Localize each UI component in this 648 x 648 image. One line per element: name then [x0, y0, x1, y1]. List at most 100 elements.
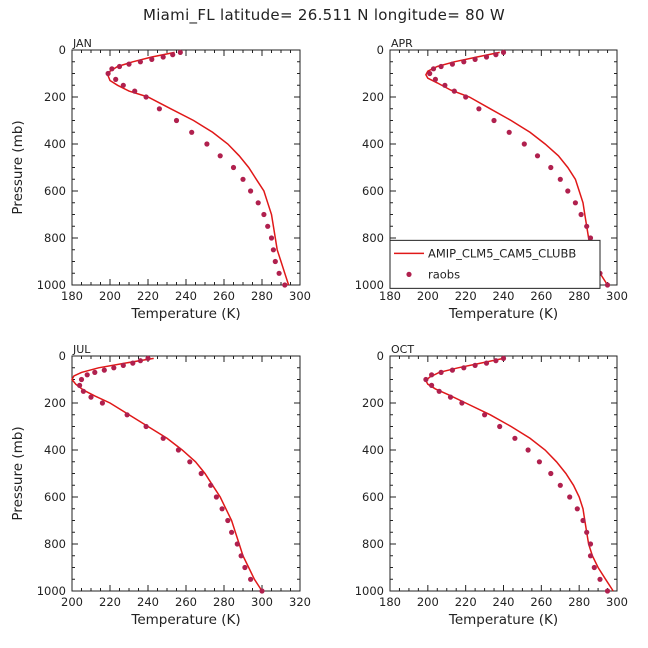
x-tick-label: 200: [417, 289, 439, 303]
x-tick-label: 220: [137, 289, 159, 303]
x-tick-label: 220: [455, 595, 477, 609]
raobs-point: [270, 247, 276, 253]
raobs-point: [113, 76, 119, 82]
raobs-point: [111, 365, 117, 371]
model-profile-line: [424, 357, 614, 592]
raobs-point: [130, 360, 136, 366]
figure-title: Miami_FL latitude= 26.511 N longitude= 8…: [142, 6, 506, 24]
legend-box: [389, 239, 601, 289]
raobs-point: [77, 382, 83, 388]
raobs-point: [438, 369, 444, 375]
y-axis-label: Pressure (mb): [10, 120, 26, 214]
x-tick-label: 280: [568, 289, 590, 303]
raobs-point: [442, 82, 448, 88]
raobs-point: [449, 367, 455, 373]
raobs-point: [160, 54, 166, 60]
raobs-point: [255, 200, 261, 206]
raobs-point: [429, 382, 435, 388]
x-tick-label: 200: [61, 595, 83, 609]
raobs-point: [587, 235, 594, 241]
x-tick-label: 240: [493, 595, 515, 609]
raobs-point: [160, 435, 166, 441]
raobs-point: [137, 59, 143, 65]
panel-label: JAN: [72, 37, 92, 50]
raobs-point: [230, 164, 237, 171]
raobs-point: [574, 506, 580, 512]
chart-panel-apr: 180 200 220 240 260 280 300 0 200 400 600 800 1000 Te…: [355, 37, 628, 322]
raobs-point: [217, 153, 223, 159]
y-tick-label: 1000: [37, 584, 66, 598]
chart-panel-oct: 180 200 220 240 260 280 300 0 200 400 600 800 1000 Te…: [355, 343, 628, 628]
raobs-point: [604, 588, 611, 594]
raobs-point: [116, 63, 123, 70]
x-tick-label: 240: [137, 595, 159, 609]
y-tick-label: 600: [362, 490, 384, 504]
raobs-point: [493, 52, 499, 58]
raobs-point: [557, 482, 563, 488]
raobs-point: [506, 129, 512, 135]
raobs-point: [483, 54, 490, 60]
y-tick-label: 400: [362, 443, 384, 457]
raobs-point: [447, 394, 454, 400]
raobs-point: [272, 258, 278, 265]
raobs-point: [265, 223, 271, 229]
raobs-point: [213, 494, 219, 500]
x-tick-label: 200: [99, 289, 121, 303]
raobs-point: [92, 369, 98, 375]
raobs-point: [261, 211, 267, 218]
raobs-point: [584, 223, 590, 229]
raobs-point: [78, 376, 85, 383]
raobs-point: [173, 117, 180, 124]
raobs-point: [225, 517, 231, 524]
x-axis-label: Temperature (K): [130, 612, 240, 628]
raobs-point: [177, 49, 183, 56]
raobs-point: [120, 362, 126, 368]
x-tick-label: 220: [455, 289, 477, 303]
raobs-point: [536, 459, 543, 465]
raobs-point: [572, 200, 579, 206]
x-tick-label: 300: [289, 289, 311, 303]
raobs-point: [126, 61, 132, 67]
raobs-point: [461, 59, 467, 65]
y-tick-label: 1000: [355, 278, 384, 292]
y-tick-label: 400: [44, 137, 66, 151]
raobs-point: [248, 576, 254, 582]
raobs-point: [476, 106, 482, 112]
y-tick-label: 600: [44, 184, 66, 198]
raobs-point: [459, 400, 465, 406]
raobs-point: [229, 529, 235, 535]
raobs-point: [472, 56, 478, 63]
raobs-point: [80, 388, 86, 394]
raobs-point: [463, 94, 469, 100]
raobs-point: [587, 541, 594, 547]
panel-label: OCT: [391, 343, 414, 356]
raobs-point: [521, 141, 527, 147]
y-tick-label: 1000: [355, 584, 384, 598]
y-tick-label: 800: [362, 537, 384, 551]
raobs-point: [429, 372, 435, 378]
x-axis-label: Temperature (K): [448, 612, 558, 628]
x-tick-label: 280: [251, 289, 273, 303]
legend-marker-label: raobs: [428, 267, 460, 281]
chart-panel-jan: 180 200 220 240 260 280 300 0 200 400 600 800 1000 Te…: [10, 37, 311, 322]
x-tick-label: 220: [99, 595, 121, 609]
x-tick-label: 260: [213, 289, 235, 303]
raobs-point: [124, 412, 130, 418]
raobs-point: [500, 355, 507, 361]
raobs-point: [143, 94, 149, 100]
x-tick-label: 260: [530, 595, 552, 609]
raobs-point: [84, 372, 90, 378]
raobs-point: [493, 358, 499, 364]
x-tick-label: 300: [251, 595, 273, 609]
raobs-point: [143, 423, 149, 430]
x-tick-label: 260: [530, 289, 552, 303]
x-tick-label: 240: [175, 289, 197, 303]
raobs-point: [557, 176, 563, 182]
raobs-point: [427, 70, 433, 77]
x-tick-label: 200: [417, 595, 439, 609]
raobs-point: [208, 482, 214, 488]
raobs-point: [436, 388, 442, 394]
x-tick-label: 300: [606, 595, 628, 609]
y-tick-label: 200: [362, 90, 384, 104]
